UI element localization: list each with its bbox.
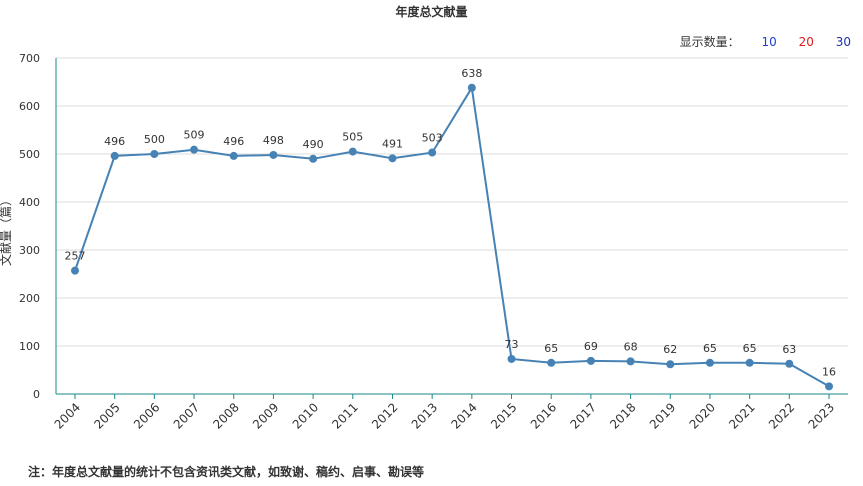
y-tick-labels: 0 100 200 300 400 500 600 700: [19, 52, 40, 401]
data-point[interactable]: [309, 154, 318, 163]
data-point[interactable]: [388, 154, 397, 163]
data-point[interactable]: [586, 356, 595, 365]
x-tick-label: 2016: [528, 400, 559, 431]
chart-title: 年度总文献量: [395, 5, 468, 19]
data-label: 65: [544, 342, 558, 355]
x-tick-label: 2018: [607, 400, 638, 431]
display-count-option-30[interactable]: 30: [835, 35, 851, 49]
x-tick-label: 2004: [52, 400, 83, 431]
data-point[interactable]: [825, 382, 833, 391]
data-point[interactable]: [745, 358, 754, 367]
footnote: 注：年度总文献量的统计不包含资讯类文献，如致谢、稿约、启事、勘误等: [28, 465, 425, 479]
y-tick-label: 400: [19, 196, 40, 209]
data-point[interactable]: [547, 358, 556, 367]
x-tick-label: 2020: [687, 400, 718, 431]
x-tick-label: 2010: [290, 400, 321, 431]
x-tick-label: 2007: [171, 400, 202, 431]
data-point[interactable]: [348, 147, 357, 156]
y-tick-label: 500: [19, 148, 40, 161]
y-tick-label: 300: [19, 244, 40, 257]
x-tick-label: 2012: [369, 400, 400, 431]
data-point[interactable]: [150, 150, 159, 158]
data-point[interactable]: [190, 145, 199, 154]
data-point[interactable]: [507, 354, 516, 363]
x-tick-label: 2014: [448, 400, 479, 431]
data-label: 16: [822, 365, 836, 378]
y-tick-label: 0: [33, 388, 40, 401]
data-point[interactable]: [666, 360, 675, 369]
data-label: 63: [782, 343, 796, 356]
data-label: 496: [104, 135, 125, 148]
x-tick-label: 2013: [409, 400, 440, 431]
y-tick-label: 600: [19, 100, 40, 113]
data-label: 496: [223, 135, 244, 148]
x-tick-label: 2023: [806, 400, 837, 431]
x-tick-label: 2022: [766, 400, 797, 431]
series-line-layer: [74, 84, 830, 388]
display-count-option-10[interactable]: 10: [761, 35, 777, 49]
data-point[interactable]: [785, 359, 794, 368]
x-tick-label: 2005: [91, 400, 122, 431]
data-point[interactable]: [626, 357, 635, 366]
y-axis-label: 文献量（篇）: [0, 194, 13, 266]
data-label: 505: [342, 131, 363, 144]
y-tick-label: 100: [19, 340, 40, 353]
data-label: 498: [263, 134, 284, 147]
x-tick-label: 2006: [131, 400, 162, 431]
data-labels: 257 496 500 509 496 498 490 505 491 503 638 73 65 69 6…: [65, 67, 837, 379]
x-tick-label: 2011: [329, 400, 360, 431]
data-label: 73: [505, 338, 519, 351]
data-point[interactable]: [467, 83, 476, 92]
data-label: 257: [65, 250, 86, 263]
data-point[interactable]: [110, 151, 119, 160]
x-tick-label: 2017: [568, 400, 599, 431]
data-label: 65: [743, 342, 757, 355]
display-count-control: 显示数量： 10 20 30: [680, 33, 851, 50]
data-label: 491: [382, 137, 403, 150]
x-tick-labels: 2004 2005 2006 2007 2008 2009 2010 2011 2012 2013…: [52, 400, 837, 431]
x-tick-label: 2009: [250, 400, 281, 431]
display-count-label: 显示数量：: [679, 35, 740, 49]
data-label: 69: [584, 340, 598, 353]
data-label: 500: [144, 133, 165, 146]
axes: [55, 58, 848, 399]
x-tick-label: 2015: [488, 400, 519, 431]
x-tick-label: 2008: [210, 400, 241, 431]
series-line: [74, 84, 830, 388]
data-label: 62: [663, 343, 677, 356]
data-label: 68: [624, 340, 638, 353]
data-label: 509: [184, 129, 205, 142]
data-label: 65: [703, 342, 717, 355]
data-label: 638: [461, 67, 482, 80]
x-tick-label: 2019: [647, 400, 678, 431]
data-label: 503: [422, 132, 443, 145]
y-tick-label: 700: [19, 52, 40, 65]
data-point[interactable]: [71, 266, 79, 275]
data-point[interactable]: [269, 150, 278, 159]
y-tick-label: 200: [19, 292, 40, 305]
data-point[interactable]: [428, 148, 437, 157]
data-label: 490: [303, 138, 324, 151]
display-count-option-20[interactable]: 20: [798, 35, 814, 49]
data-points: [71, 83, 833, 391]
x-tick-label: 2021: [726, 400, 757, 431]
data-point[interactable]: [705, 358, 714, 367]
grid-lines: [56, 57, 848, 347]
data-point[interactable]: [229, 151, 238, 160]
